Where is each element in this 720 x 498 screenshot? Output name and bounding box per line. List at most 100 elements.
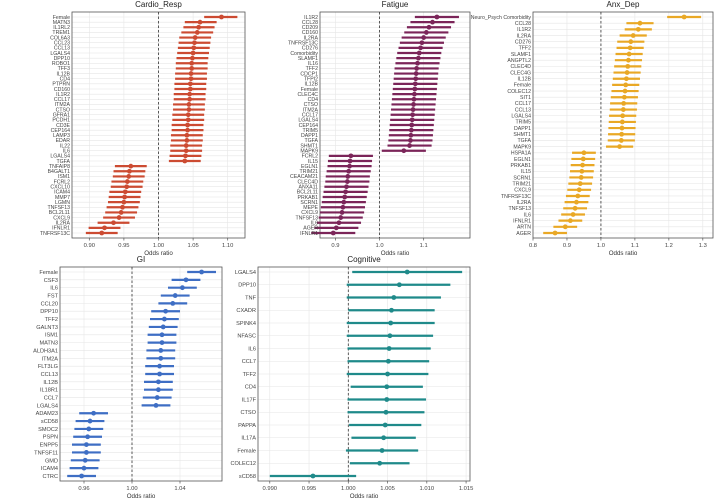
point-estimate: [186, 107, 192, 112]
row-label: COLEC12: [507, 89, 531, 95]
row-label: CD276: [515, 40, 531, 46]
panel-anx-dep: Anx_Dep Neuro_Psych ComorbidityCCL28IL1R2…: [471, 0, 714, 257]
row-label: SCRN1: [300, 200, 318, 206]
point-estimate: [347, 163, 352, 169]
point-estimate: [182, 158, 188, 164]
panel-title: GI: [137, 255, 145, 264]
x-axis-label: Odds ratio: [350, 493, 379, 498]
point-estimate: [578, 175, 584, 180]
point-estimate: [581, 150, 587, 156]
point-estimate: [187, 96, 193, 102]
point-estimate: [409, 122, 415, 128]
x-axis-label: Odds ratio: [609, 250, 638, 257]
point-estimate: [190, 50, 196, 56]
row-label: sCD58: [41, 419, 58, 425]
point-estimate: [159, 332, 165, 338]
row-label: CD4: [308, 97, 318, 103]
row-label: CLEC4C: [298, 92, 319, 98]
point-estimate: [157, 371, 163, 377]
point-estimate: [154, 395, 160, 400]
point-estimate: [338, 215, 344, 220]
point-estimate: [411, 96, 417, 102]
row-label: GFRA1: [53, 113, 70, 119]
x-tick-label: 0.9: [331, 243, 339, 249]
point-estimate: [162, 316, 167, 322]
row-label: ANXA11: [298, 185, 318, 191]
axes-frame: [319, 11, 471, 239]
row-label: MAPK9: [300, 149, 318, 155]
row-label: CD3E: [56, 123, 70, 129]
point-estimate: [84, 450, 89, 455]
x-tick-label: 0.990: [263, 486, 278, 492]
point-estimate: [409, 117, 415, 123]
row-label: IFNLR1: [52, 226, 70, 232]
row-label: PTPRN: [52, 82, 70, 88]
point-estimate: [199, 269, 205, 275]
point-estimate: [407, 143, 412, 148]
row-label: Comorbidity: [290, 51, 318, 57]
point-estimate: [628, 39, 634, 45]
row-label: GALNT3: [36, 325, 58, 331]
point-estimate: [160, 324, 166, 330]
row-label: SPINK4: [236, 321, 256, 327]
point-estimate: [681, 14, 687, 20]
point-estimate: [86, 426, 92, 432]
row-label: LGALS4: [37, 403, 58, 409]
x-axis-label: Odds ratio: [144, 250, 173, 257]
x-tick-label: 0.995: [302, 486, 317, 492]
point-estimate: [343, 189, 348, 195]
row-label: PRKAB1: [298, 195, 319, 201]
x-tick-label: 1.00: [126, 486, 137, 492]
row-label: CD276: [302, 46, 318, 52]
row-label: MATN3: [39, 341, 58, 347]
point-estimate: [184, 138, 190, 143]
point-estimate: [196, 24, 202, 30]
row-label: IL1RL2: [53, 25, 70, 31]
x-tick-label: 0.96: [78, 486, 89, 492]
point-estimate: [118, 210, 124, 215]
row-label: IL17F: [242, 397, 257, 403]
point-estimate: [188, 71, 194, 76]
point-estimate: [189, 66, 195, 71]
row-label: MEPE: [303, 205, 318, 211]
row-label: Female: [301, 87, 318, 93]
point-estimate: [619, 119, 625, 125]
row-label: CCL23: [54, 41, 70, 47]
row-label: EGLN1: [514, 157, 531, 163]
point-estimate: [124, 179, 130, 184]
point-estimate: [158, 355, 164, 361]
point-estimate: [344, 179, 350, 184]
point-estimate: [170, 300, 176, 306]
point-estimate: [184, 132, 190, 138]
row-label: LAMP3: [53, 133, 70, 139]
row-label: CCL28: [515, 21, 531, 27]
row-label: ITM2A: [42, 356, 59, 362]
row-label: IL6: [524, 212, 531, 218]
row-label: CEP164: [51, 128, 70, 134]
row-label: ALDH3A1: [33, 348, 58, 354]
row-label: ROBO1: [52, 61, 70, 67]
point-estimate: [408, 132, 414, 138]
x-tick-label: 1.04: [174, 486, 186, 492]
point-estimate: [341, 199, 347, 205]
point-estimate: [186, 102, 192, 107]
row-label: PAPPA: [238, 423, 256, 429]
row-label: IL15: [308, 159, 318, 165]
row-label: SHMT1: [513, 132, 531, 138]
row-label: CCL17: [515, 101, 531, 107]
x-tick-label: 0.9: [563, 243, 571, 249]
point-estimate: [637, 20, 643, 26]
row-label: sCD58: [239, 474, 256, 480]
point-estimate: [391, 295, 397, 300]
x-tick-label: 1.0: [376, 243, 384, 249]
row-label: Female: [53, 15, 70, 21]
row-label: LGALS4: [50, 154, 70, 160]
row-label: GMD: [45, 458, 58, 464]
point-estimate: [411, 102, 416, 107]
point-estimate: [180, 285, 185, 291]
point-estimate: [102, 225, 107, 231]
row-label: AGER: [303, 226, 318, 232]
row-label: Female: [39, 270, 58, 276]
x-tick-label: 1.2: [665, 243, 673, 249]
point-estimate: [345, 174, 351, 179]
